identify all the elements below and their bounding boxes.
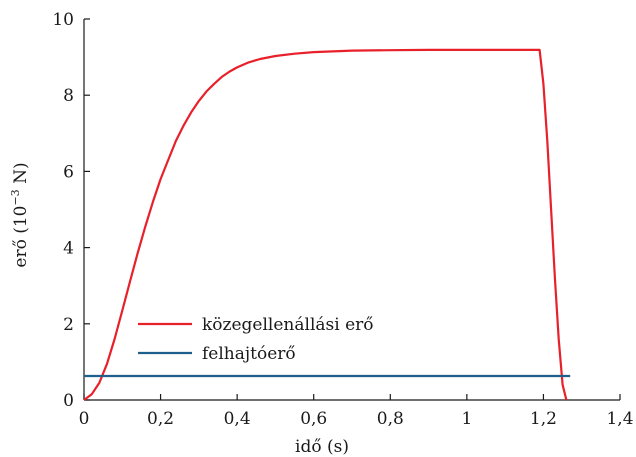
y-axis-label-exponent: −3 (9, 189, 22, 205)
legend: közegellenállási erő felhajtóerő (138, 315, 374, 364)
axes (83, 19, 620, 401)
series-layer (83, 48, 571, 401)
y-tick-label: 6 (63, 162, 74, 182)
y-tick-label: 0 (63, 391, 74, 411)
x-ticks: 0 0,2 0,4 0,6 0,8 1 1,2 1,4 (79, 394, 634, 429)
x-tick-label: 1,4 (606, 409, 633, 429)
x-tick-label: 0 (79, 409, 90, 429)
x-tick-label: 0,4 (224, 409, 251, 429)
x-tick-label: 0,2 (147, 409, 174, 429)
y-tick-label: 8 (63, 86, 74, 106)
legend-label-drag: közegellenállási erő (202, 315, 374, 335)
x-axis-label: idő (s) (295, 437, 349, 457)
y-axis-label-main: erő (10 (11, 206, 31, 268)
y-tick-label: 2 (63, 315, 74, 335)
x-tick-label: 1 (461, 409, 472, 429)
y-ticks: 0 2 4 6 8 10 (52, 10, 90, 411)
x-tick-label: 0,6 (300, 409, 327, 429)
y-axis-label: erő (10−3 N) (9, 162, 31, 267)
y-tick-label: 4 (63, 239, 74, 259)
y-tick-label: 10 (52, 10, 74, 30)
x-tick-label: 0,8 (377, 409, 404, 429)
legend-label-buoyancy: felhajtóerő (202, 344, 296, 364)
x-tick-label: 1,2 (530, 409, 557, 429)
y-axis-label-unit: N) (11, 162, 31, 189)
drag-force-line (83, 48, 568, 401)
